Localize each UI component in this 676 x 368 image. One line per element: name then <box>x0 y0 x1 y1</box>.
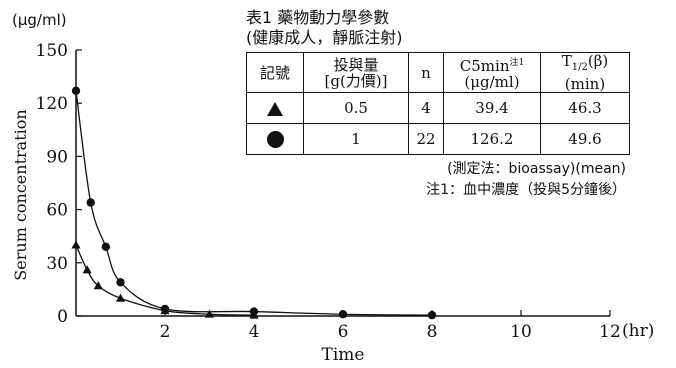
header-dose: 投與量 [g(力價)] <box>303 52 409 93</box>
pharmacokinetic-table: 記號 投與量 [g(力價)] n C5min注1 (μg/ml) T1/2(β)… <box>246 52 630 155</box>
data-point-circle <box>338 310 348 319</box>
header-dose-line2: [g(力價)] <box>324 71 388 90</box>
row-dose: 0.5 <box>303 92 409 124</box>
data-point-circle <box>116 278 125 287</box>
header-c5min-unit: (μg/ml) <box>464 73 520 91</box>
data-point-triangle <box>115 293 126 302</box>
row-c5min: 126.2 <box>443 123 541 155</box>
header-c5min-note: 注1 <box>509 58 525 68</box>
table-row: 1 22 126.2 49.6 <box>246 123 630 155</box>
parameter-table-block: 表1 藥物動力學參數 (健康成人，靜脈注射) 記號 投與量 [g(力價)] n … <box>246 8 646 201</box>
method-note: (測定法：bioassay)(mean) <box>447 161 626 177</box>
header-c5min: C5min注1 (μg/ml) <box>443 52 541 93</box>
row-c5min: 39.4 <box>443 92 541 124</box>
x-tick-label: 10 <box>510 322 532 342</box>
table-header-row: 記號 投與量 [g(力價)] n C5min注1 (μg/ml) T1/2(β)… <box>246 52 630 93</box>
row-thalf: 46.3 <box>540 92 630 124</box>
triangle-marker-icon <box>267 102 283 116</box>
data-point-circle <box>86 198 95 207</box>
data-point-triangle <box>82 265 92 274</box>
header-c5min-main: C5min <box>459 57 510 75</box>
header-symbol: 記號 <box>246 52 304 93</box>
header-thalf-rest: (β) <box>587 52 609 70</box>
row-symbol-circle <box>246 123 304 155</box>
header-thalf-sub: 1/2 <box>571 62 588 73</box>
data-point-circle <box>249 307 259 316</box>
row-n: 22 <box>408 123 444 155</box>
table-row: 0.5 4 39.4 46.3 <box>246 92 630 124</box>
series-line-triangle <box>75 244 255 316</box>
y-unit-label: (μg/ml) <box>12 11 67 29</box>
row-dose: 1 <box>303 123 409 155</box>
x-tick-label: 2 <box>160 322 171 342</box>
y-tick-label: 150 <box>36 41 68 61</box>
y-axis-label: Serum concentration <box>11 109 30 280</box>
x-axis-label: Time <box>322 345 365 365</box>
header-n: n <box>408 52 444 93</box>
y-tick-label: 60 <box>46 201 68 221</box>
x-unit-label: (hr) <box>622 321 654 341</box>
table-title: 表1 藥物動力學參數 <box>246 8 390 27</box>
header-thalf: T1/2(β) (min) <box>540 52 630 93</box>
data-point-circle <box>71 86 81 95</box>
y-tick-label: 0 <box>57 307 68 327</box>
table-subtitle: (健康成人，靜脈注射) <box>246 28 403 47</box>
header-thalf-unit: (min) <box>564 75 606 93</box>
x-tick-label: 8 <box>427 322 438 342</box>
footnote: 注1：血中濃度（投與5分鐘後） <box>426 182 626 198</box>
x-tick-label: 4 <box>249 322 260 342</box>
data-point-circle <box>427 310 437 320</box>
header-thalf-main: T <box>561 52 572 70</box>
data-point-circle <box>160 304 170 314</box>
y-tick-label: 30 <box>46 254 68 274</box>
data-point-triangle <box>71 240 81 249</box>
y-tick-label: 90 <box>46 147 68 167</box>
data-point-triangle <box>93 281 103 290</box>
circle-marker-icon <box>266 131 284 149</box>
x-tick-label: 6 <box>338 322 349 342</box>
row-n: 4 <box>408 92 444 124</box>
y-tick-label: 120 <box>36 94 68 114</box>
row-thalf: 49.6 <box>540 123 630 155</box>
header-dose-line1: 投與量 <box>333 55 379 74</box>
data-point-triangle <box>204 309 215 318</box>
row-symbol-triangle <box>246 92 304 124</box>
data-point-circle <box>101 242 111 252</box>
x-tick-label: 12 <box>599 322 621 342</box>
